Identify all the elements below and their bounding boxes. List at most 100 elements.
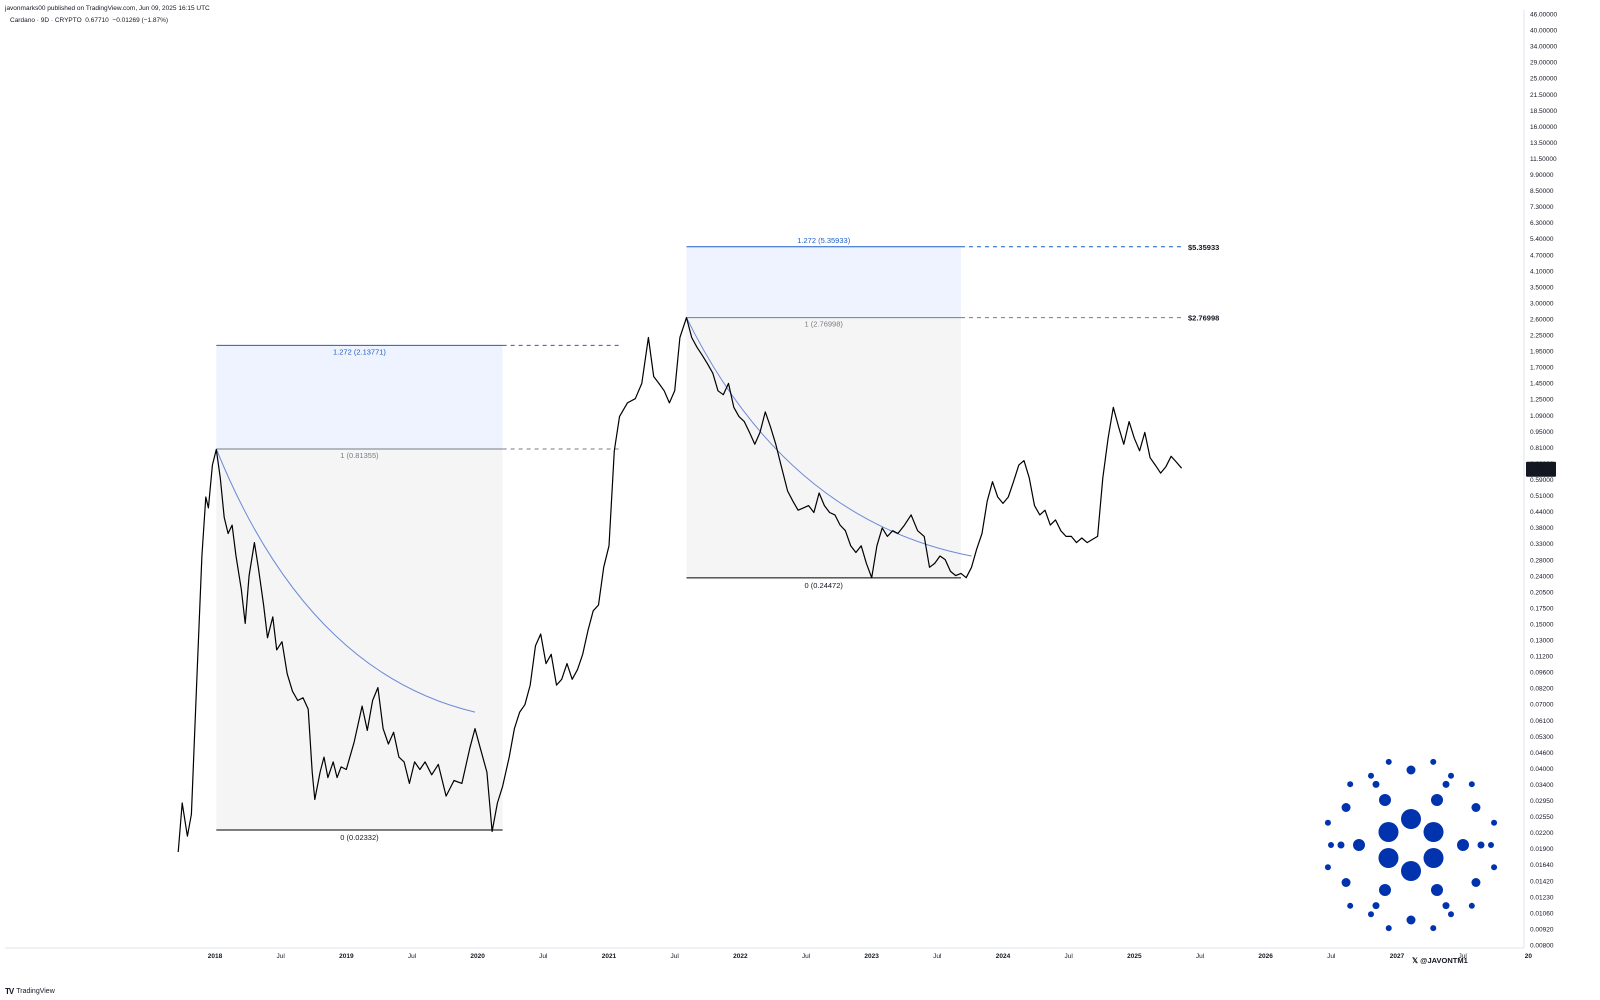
y-tick-label: 0.01230 (1530, 894, 1554, 901)
y-tick-label: 6.30000 (1530, 220, 1554, 227)
publish-info: javonmarks00 published on TradingView.co… (5, 5, 210, 12)
footer-brand: TradingView (16, 988, 55, 995)
cardano-logo-dot (1431, 793, 1443, 806)
cardano-logo-dot (1385, 925, 1392, 932)
y-tick-label: 4.10000 (1530, 268, 1554, 275)
y-tick-label: 0.04600 (1530, 750, 1554, 757)
x-tick-label: Jul (671, 953, 680, 960)
y-tick-label: 0.01640 (1530, 862, 1554, 869)
cardano-logo-dot (1378, 848, 1399, 868)
x-tick-label: 2020 (470, 953, 485, 960)
cardano-logo-dot (1372, 902, 1380, 910)
y-tick-label: 0.03400 (1530, 782, 1554, 789)
x-tick-label: Jul (802, 953, 811, 960)
y-tick-label: 34.00000 (1530, 44, 1557, 51)
cardano-logo-dot (1341, 878, 1351, 887)
symbol-exchange: CRYPTO (54, 17, 82, 24)
y-tick-label: 0.13000 (1530, 638, 1554, 645)
y-tick-label: 16.00000 (1530, 124, 1557, 131)
symbol-price: 0.67710 (85, 17, 109, 24)
cardano-logo-dot (1471, 803, 1481, 812)
cardano-logo-dot (1431, 884, 1443, 897)
cardano-logo-dot (1379, 793, 1391, 806)
x-tick-label: 2021 (602, 953, 617, 960)
cardano-logo-dot (1368, 772, 1374, 779)
y-tick-label: 0.07000 (1530, 702, 1554, 709)
cardano-logo-dot (1378, 822, 1399, 842)
cardano-logo-dot (1488, 842, 1494, 848)
watermark-handle: 𝕏 @JAVONTM1 (1412, 956, 1468, 965)
y-tick-label: 9.90000 (1530, 172, 1554, 179)
cardano-logo-dot (1423, 848, 1444, 868)
y-tick-label: 0.01900 (1530, 846, 1554, 853)
y-tick-label: 0.06100 (1530, 718, 1554, 725)
symbol-interval: 9D (40, 17, 50, 24)
last-price-countdown: 2d 8h (1531, 470, 1548, 477)
x-tick-label: Jul (539, 953, 548, 960)
cardano-logo-dot (1401, 809, 1421, 829)
y-tick-label: 8.50000 (1530, 188, 1554, 195)
x-tick-label: 20 (1525, 953, 1533, 960)
cardano-logo-dot (1430, 925, 1437, 932)
y-tick-label: 0.02950 (1530, 798, 1554, 805)
cardano-logo-dot (1347, 902, 1354, 909)
y-tick-label: 11.50000 (1530, 156, 1557, 163)
x-tick-label: Jul (277, 953, 286, 960)
y-tick-label: 0.81000 (1530, 445, 1554, 452)
symbol-change: −0.01269 (−1.87%) (112, 17, 169, 24)
y-tick-label: 2.60000 (1530, 316, 1554, 323)
cardano-logo-dot (1491, 819, 1498, 826)
price-series-line[interactable] (177, 317, 1183, 853)
fib-label-1272: 1.272 (2.13771) (333, 347, 386, 356)
cardano-logo-dot (1477, 841, 1485, 849)
fib-label-0: 0 (0.24472) (805, 581, 844, 590)
x-logo-icon: 𝕏 (1412, 956, 1419, 965)
y-tick-label: 0.17500 (1530, 605, 1554, 612)
cardano-logo-dot (1442, 780, 1450, 788)
x-tick-label: Jul (1065, 953, 1074, 960)
y-tick-label: 0.09600 (1530, 670, 1554, 677)
fib-retrace-box (686, 317, 961, 578)
target-price-label: $2.76998 (1188, 314, 1219, 323)
y-tick-label: 0.08200 (1530, 686, 1554, 693)
y-tick-label: 0.38000 (1530, 525, 1554, 532)
y-tick-label: 0.33000 (1530, 541, 1554, 548)
y-tick-label: 0.00800 (1530, 943, 1554, 950)
fib-extension-box (686, 246, 961, 318)
y-tick-label: 0.00920 (1530, 926, 1554, 933)
cardano-logo-dot (1406, 765, 1416, 775)
cardano-logo-dot (1448, 772, 1454, 779)
cardano-logo-dot (1324, 819, 1331, 826)
cardano-logo-dot (1341, 803, 1351, 812)
y-tick-label: 4.70000 (1530, 252, 1554, 259)
y-tick-label: 0.44000 (1530, 509, 1554, 516)
y-tick-label: 0.01420 (1530, 878, 1554, 885)
cardano-logo-dot (1430, 758, 1437, 765)
cardano-logo-dot (1442, 902, 1450, 910)
cardano-logo-dot (1423, 822, 1444, 842)
decay-curve (686, 317, 972, 557)
fib-label-1272: 1.272 (5.35933) (797, 236, 850, 245)
y-tick-label: 1.09000 (1530, 413, 1554, 420)
y-tick-label: 7.30000 (1530, 204, 1554, 211)
cardano-logo-dot (1337, 841, 1345, 849)
cardano-logo-dot (1324, 864, 1331, 871)
y-tick-label: 1.95000 (1530, 349, 1554, 356)
cardano-logo-dot (1353, 839, 1365, 851)
cardano-logo-dot (1448, 911, 1454, 918)
cardano-logo-dot (1468, 902, 1475, 909)
x-tick-label: Jul (408, 953, 417, 960)
x-tick-label: 2023 (864, 953, 879, 960)
y-tick-label: 40.00000 (1530, 28, 1557, 35)
y-tick-label: 0.02200 (1530, 830, 1554, 837)
y-tick-label: 1.25000 (1530, 397, 1554, 404)
cardano-logo-dot (1457, 839, 1469, 851)
y-tick-label: 0.01060 (1530, 910, 1554, 917)
cardano-logo-dot (1471, 878, 1481, 887)
cardano-logo-dot (1347, 781, 1354, 788)
y-tick-label: 0.20500 (1530, 589, 1554, 596)
y-tick-label: 1.70000 (1530, 365, 1554, 372)
fib-extension-box (216, 345, 503, 449)
tradingview-logo-icon: TV (5, 987, 14, 996)
